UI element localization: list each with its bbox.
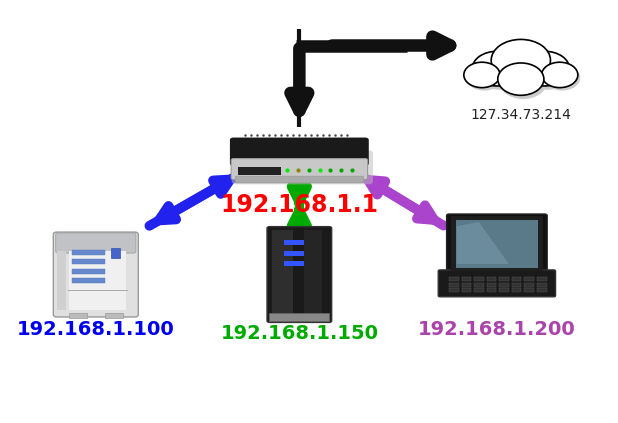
Bar <box>537 288 546 292</box>
Bar <box>105 313 123 318</box>
FancyBboxPatch shape <box>238 168 281 175</box>
FancyBboxPatch shape <box>56 233 136 253</box>
Circle shape <box>466 65 502 91</box>
Bar <box>499 283 509 287</box>
Bar <box>69 313 87 318</box>
Text: 192.168.1.1: 192.168.1.1 <box>221 193 378 217</box>
Bar <box>57 251 66 310</box>
FancyBboxPatch shape <box>53 232 138 317</box>
FancyBboxPatch shape <box>451 216 543 271</box>
FancyBboxPatch shape <box>235 176 363 183</box>
Text: 192.168.1.200: 192.168.1.200 <box>418 320 576 339</box>
Bar <box>68 290 127 291</box>
Bar <box>487 283 496 287</box>
Circle shape <box>544 65 580 91</box>
Bar <box>449 277 459 281</box>
Bar <box>512 288 522 292</box>
Circle shape <box>497 63 544 95</box>
Bar <box>474 277 484 281</box>
Bar <box>525 288 534 292</box>
Circle shape <box>464 62 500 88</box>
Bar <box>284 250 303 255</box>
Bar <box>304 231 322 319</box>
Circle shape <box>494 43 553 85</box>
Bar <box>269 313 329 321</box>
Circle shape <box>472 51 522 86</box>
Text: 127.34.73.214: 127.34.73.214 <box>470 108 571 122</box>
Bar <box>72 269 105 274</box>
Bar <box>72 250 105 255</box>
Bar <box>462 288 471 292</box>
Bar <box>72 259 105 264</box>
Bar <box>69 251 125 310</box>
Circle shape <box>500 67 546 99</box>
Polygon shape <box>457 222 509 264</box>
FancyBboxPatch shape <box>232 150 373 184</box>
FancyBboxPatch shape <box>231 159 368 179</box>
Bar <box>449 288 459 292</box>
Bar <box>487 288 496 292</box>
Bar <box>273 231 294 319</box>
Circle shape <box>491 39 551 81</box>
Bar <box>474 288 484 292</box>
Bar <box>512 277 522 281</box>
FancyBboxPatch shape <box>230 137 369 166</box>
Bar <box>449 283 459 287</box>
Bar <box>537 283 546 287</box>
FancyBboxPatch shape <box>447 214 547 274</box>
Bar <box>474 283 484 287</box>
Bar <box>284 240 303 245</box>
Bar <box>487 277 496 281</box>
Bar <box>525 277 534 281</box>
Circle shape <box>541 62 578 88</box>
Bar <box>462 277 471 281</box>
Bar <box>284 261 303 266</box>
Bar <box>462 283 471 287</box>
Text: 192.168.1.100: 192.168.1.100 <box>17 320 175 339</box>
Circle shape <box>475 55 524 90</box>
Circle shape <box>522 55 572 90</box>
FancyBboxPatch shape <box>438 270 556 297</box>
Bar <box>512 283 522 287</box>
Bar <box>499 288 509 292</box>
Bar <box>537 277 546 281</box>
Bar <box>72 278 105 283</box>
Bar <box>499 277 509 281</box>
Bar <box>111 248 120 258</box>
Bar <box>456 220 538 268</box>
Circle shape <box>520 51 569 86</box>
FancyBboxPatch shape <box>267 227 332 322</box>
Bar <box>525 283 534 287</box>
Text: 192.168.1.150: 192.168.1.150 <box>221 324 378 343</box>
